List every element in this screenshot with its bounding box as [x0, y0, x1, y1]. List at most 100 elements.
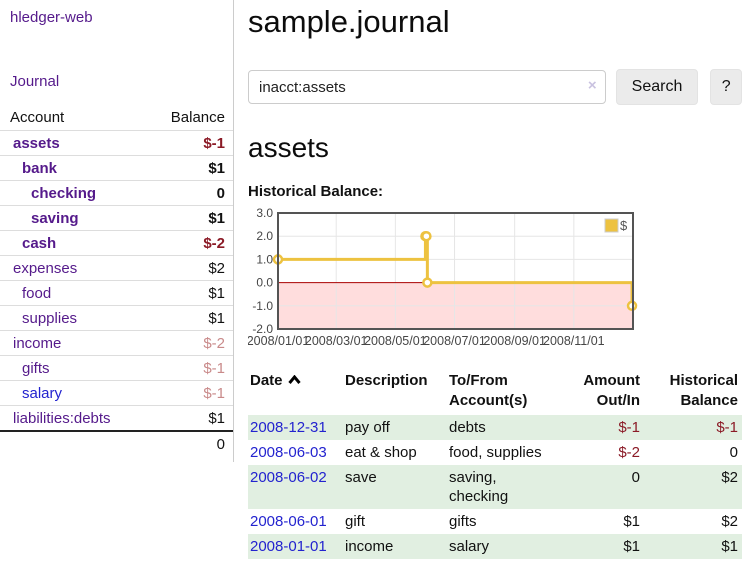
transaction-row: 2008-01-01 income salary $1 $1 — [248, 534, 742, 559]
account-balance: $1 — [144, 305, 233, 331]
column-header-to-from-account-s-: To/From Account(s) — [449, 372, 528, 409]
account-row: checking 0 — [0, 180, 233, 206]
transaction-description: pay off — [345, 419, 390, 436]
transaction-row: 2008-12-31 pay off debts $-1 $-1 — [248, 415, 742, 440]
account-title: assets — [248, 132, 329, 163]
y-tick-label: 3.0 — [256, 206, 273, 220]
accounts-total-value: 0 — [216, 435, 225, 453]
accounts-header-balance: Balance — [144, 106, 233, 131]
transaction-accounts: saving, checking — [449, 469, 509, 505]
account-link-assets[interactable]: assets — [13, 134, 60, 152]
transaction-amount: $-2 — [618, 444, 640, 461]
account-link-food[interactable]: food — [22, 284, 52, 302]
account-link-cash[interactable]: cash — [22, 234, 57, 252]
column-header-amount-out-in: Amount Out/In — [583, 372, 640, 409]
account-balance: $-2 — [144, 230, 233, 256]
sort-ascending-icon — [287, 375, 301, 384]
negative-region — [279, 282, 632, 328]
transaction-balance: $-1 — [716, 419, 738, 436]
historical-balance-chart[interactable]: $3.0 2.0 1.0 0.0 -1.0 -2.0 2008/01/01 2008/03/0… — [247, 206, 648, 352]
account-link-gifts[interactable]: gifts — [22, 359, 50, 377]
y-tick-label: 2.0 — [256, 229, 273, 243]
search-bar: × Search ? — [248, 69, 742, 105]
account-balance: $-1 — [144, 355, 233, 381]
legend-swatch — [604, 218, 619, 233]
column-header-date[interactable]: Date — [248, 369, 345, 415]
accounts-total-row: 0 — [0, 431, 233, 456]
transaction-amount: 0 — [631, 469, 640, 486]
transaction-date-link[interactable]: 2008-06-01 — [250, 513, 327, 530]
transaction-accounts: salary — [449, 538, 490, 555]
data-point-marker[interactable] — [421, 230, 432, 242]
transaction-description: save — [345, 469, 377, 486]
transaction-row: 2008-06-02 save saving, checking 0 $2 — [248, 465, 742, 509]
x-tick-label: 2008/03/01 — [305, 334, 368, 348]
account-link-checking[interactable]: checking — [31, 184, 97, 202]
search-button[interactable]: Search — [615, 69, 699, 105]
account-link-expenses[interactable]: expenses — [13, 259, 78, 277]
account-balance: 0 — [144, 180, 233, 206]
account-row: saving $1 — [0, 205, 233, 231]
x-tick-label: 2008/09/01 — [483, 334, 546, 348]
transaction-amount: $-1 — [618, 419, 640, 436]
transaction-date-link[interactable]: 2008-01-01 — [250, 538, 327, 555]
transaction-date-link[interactable]: 2008-06-03 — [250, 444, 327, 461]
transaction-amount: $1 — [623, 513, 640, 530]
account-row: supplies $1 — [0, 305, 233, 331]
transaction-date-link[interactable]: 2008-12-31 — [250, 419, 327, 436]
plot-border — [277, 212, 634, 330]
brand-link[interactable]: hledger-web — [10, 9, 93, 26]
page-title: sample.journal — [248, 4, 450, 39]
account-row: salary $-1 — [0, 380, 233, 406]
nav-journal-link[interactable]: Journal — [10, 73, 60, 90]
y-tick-label: 0.0 — [256, 276, 273, 290]
transaction-row: 2008-06-01 gift gifts $1 $2 — [248, 509, 742, 534]
transaction-balance: $2 — [721, 513, 738, 530]
account-row: income $-2 — [0, 330, 233, 356]
account-row: bank $1 — [0, 155, 233, 181]
transaction-accounts: debts — [449, 419, 486, 436]
transaction-date-link[interactable]: 2008-06-02 — [250, 469, 327, 486]
account-balance: $1 — [144, 280, 233, 306]
account-row: gifts $-1 — [0, 355, 233, 381]
account-link-liabilities-debts[interactable]: liabilities:debts — [13, 409, 111, 427]
account-row: food $1 — [0, 280, 233, 306]
y-tick-label: -2.0 — [252, 322, 273, 336]
account-link-income[interactable]: income — [13, 334, 62, 352]
transaction-description: gift — [345, 513, 366, 530]
x-tick-label: 2008/11/01 — [543, 334, 605, 348]
account-balance: $1 — [144, 405, 233, 432]
main-content: sample.journal × Search ? assets Histori… — [247, 0, 742, 559]
x-tick-label: 2008/01/01 — [248, 334, 309, 348]
data-point-marker[interactable] — [422, 277, 433, 288]
account-balance: $-1 — [144, 130, 233, 156]
x-tick-label: 2008/07/01 — [423, 334, 486, 348]
chart-title: Historical Balance: — [248, 183, 384, 200]
account-balance: $-1 — [144, 380, 233, 406]
legend-label: $ — [620, 218, 628, 233]
account-balance: $1 — [144, 155, 233, 181]
column-header-historical-balance: Historical Balance — [669, 372, 738, 409]
transaction-amount: $1 — [623, 538, 640, 555]
accounts-table: Account Balance assets $-1 bank $1 checking 0… — [0, 106, 233, 456]
transaction-accounts: food, supplies — [449, 444, 542, 461]
column-header-description: Description — [345, 372, 428, 389]
account-row: liabilities:debts $1 — [0, 405, 233, 432]
register-table: Date Description To/From Account(s) Amount … — [248, 369, 742, 559]
transaction-row: 2008-06-03 eat & shop food, supplies $-2 0 — [248, 440, 742, 465]
account-balance: $-2 — [144, 330, 233, 356]
clear-search-icon[interactable]: × — [587, 77, 597, 94]
account-link-bank[interactable]: bank — [22, 159, 58, 177]
search-input[interactable] — [248, 70, 606, 104]
account-link-supplies[interactable]: supplies — [22, 309, 78, 327]
transaction-accounts: gifts — [449, 513, 477, 530]
account-row: assets $-1 — [0, 130, 233, 156]
help-button[interactable]: ? — [710, 69, 742, 105]
transaction-balance: $1 — [721, 538, 738, 555]
account-link-salary[interactable]: salary — [22, 384, 63, 402]
account-row: expenses $2 — [0, 255, 233, 281]
transaction-balance: 0 — [729, 444, 738, 461]
transaction-description: income — [345, 538, 394, 555]
y-tick-label: -1.0 — [252, 299, 273, 313]
account-link-saving[interactable]: saving — [31, 209, 79, 227]
